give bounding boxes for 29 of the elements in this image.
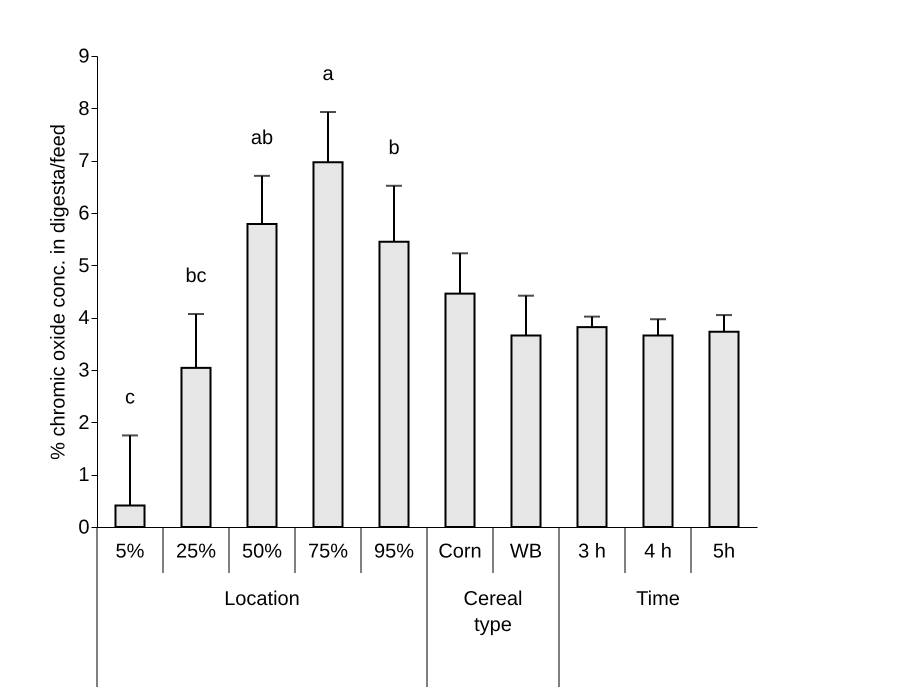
annotation: c <box>125 386 135 408</box>
y-tick-label: 9 <box>78 46 90 68</box>
y-tick-label: 6 <box>78 202 90 224</box>
y-tick-label: 7 <box>78 150 90 172</box>
x-tick-label: 3 h <box>578 540 606 562</box>
y-tick-label: 0 <box>78 516 90 538</box>
x-tick-label: WB <box>510 540 542 562</box>
x-tick-label: 4 h <box>644 540 672 562</box>
annotation: ab <box>250 126 274 149</box>
text: Time <box>636 588 680 610</box>
x-tick-label: 5% <box>116 540 145 562</box>
y-tick-label: 4 <box>78 307 90 330</box>
y-tick-label: 8 <box>78 98 90 120</box>
text: Location <box>224 588 300 610</box>
y-tick-label: 1 <box>78 464 90 486</box>
annotation: b <box>388 136 400 159</box>
annotation: a <box>322 62 334 85</box>
text: Cereal type <box>464 588 522 636</box>
y-tick-label: 5 <box>78 254 90 277</box>
x-tick-label: 95% <box>374 540 414 562</box>
y-tick-label: 3 <box>78 360 90 382</box>
x-tick-label: 25% <box>176 540 216 562</box>
annotation: bc <box>185 265 207 288</box>
x-tick-label: 50% <box>242 540 282 562</box>
x-tick-label: Corn <box>438 540 482 562</box>
x-tick-label: 75% <box>308 540 348 562</box>
x-tick-label: 5h <box>712 540 736 562</box>
y-tick-label: 2 <box>78 412 90 434</box>
y-axis-title: % chromic oxide conc. in digesta/feed <box>47 124 70 460</box>
